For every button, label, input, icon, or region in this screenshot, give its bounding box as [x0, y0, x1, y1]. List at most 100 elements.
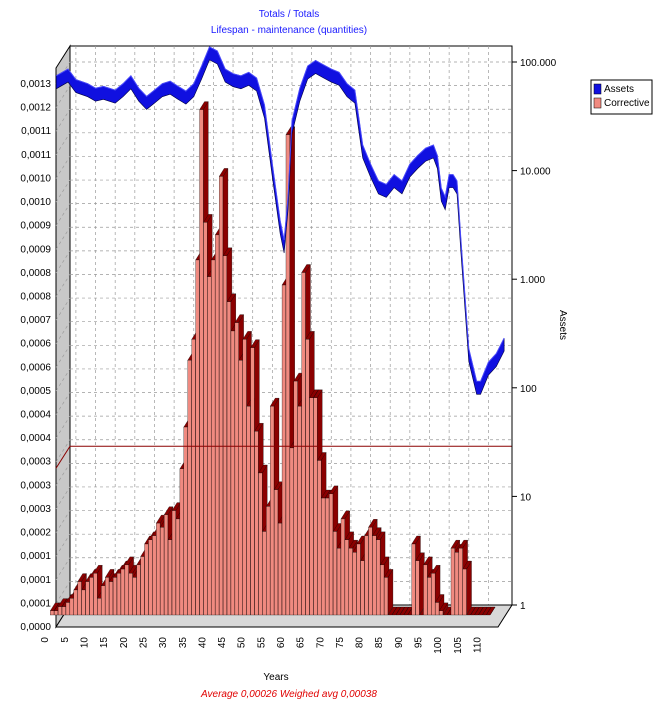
left-wall [55, 44, 71, 629]
corrective-bar-front [301, 272, 306, 616]
corrective-bar-front [101, 585, 106, 616]
corrective-bar-front [427, 577, 432, 616]
corrective-bar-front [431, 573, 436, 616]
x-tick-label: 55 [256, 637, 267, 649]
y-left-ticks: 0,0000 0,0001 0,0001 0,0001 0,0002 0,0003 0,00… [20, 79, 51, 633]
y-left-tick-label: 0,0007 [20, 315, 51, 326]
corrective-bar-front [175, 518, 180, 616]
x-tick-label: 100 [433, 637, 444, 654]
corrective-bar-front [116, 573, 121, 616]
corrective-bar-front [321, 497, 326, 616]
corrective-bar-front [112, 577, 117, 616]
corrective-bar-front [423, 564, 428, 616]
x-tick-label: 95 [413, 637, 424, 649]
x-tick-label: 40 [197, 637, 208, 649]
corrective-bars [49, 101, 496, 616]
corrective-bar-front [81, 589, 86, 616]
corrective-bar-front [57, 606, 62, 616]
corrective-bar-front [258, 472, 263, 616]
corrective-bar-front [254, 431, 259, 616]
corrective-bar-front [297, 406, 302, 616]
x-tick-label: 50 [237, 637, 248, 649]
average-reference-line [55, 445, 512, 469]
corrective-bar-front [89, 577, 94, 616]
x-tick-label: 0 [40, 637, 51, 643]
corrective-bar-front [285, 134, 290, 616]
corrective-bar [415, 552, 425, 616]
y-left-tick-label: 0,0001 [20, 575, 51, 586]
x-tick-label: 70 [315, 637, 326, 649]
corrective-bar-front [120, 568, 125, 616]
corrective-bar-front [415, 560, 420, 616]
grid-line-diag [55, 250, 71, 274]
y-left-tick-label: 0,0003 [20, 504, 51, 515]
x-tick-label: 65 [296, 637, 307, 649]
grid-line-diag [55, 581, 71, 604]
corrective-bar-front [222, 255, 228, 616]
corrective-bar [383, 568, 394, 616]
x-tick-label: 5 [60, 637, 71, 643]
grid-line-diag [55, 179, 71, 203]
grid-line-diag [55, 392, 71, 415]
corrective-bar-top [474, 606, 484, 616]
corrective-bar-front [97, 598, 102, 616]
x-tick-label: 110 [472, 637, 483, 653]
grid-line-diag [55, 109, 71, 132]
corrective-bar-front [384, 577, 389, 616]
corrective-bar-front [69, 598, 74, 616]
corrective-bar-front [144, 543, 149, 616]
corrective-bar [474, 606, 484, 616]
grid-line-diag [55, 132, 71, 156]
corrective-bar-top [391, 606, 402, 616]
x-tick-label: 90 [394, 637, 405, 649]
y-right-tick-label: 100.000 [520, 58, 557, 69]
corrective-bar-front [344, 539, 349, 616]
y-left-tick-label: 0,0010 [20, 173, 51, 184]
corrective-bar-front [332, 531, 338, 616]
corrective-bar [399, 606, 409, 616]
corrective-bar-front [376, 539, 381, 616]
corrective-bar-front [156, 522, 161, 616]
corrective-bar-top [387, 606, 398, 616]
corrective-bar-front [364, 535, 369, 616]
grid-line-diag [55, 439, 71, 462]
corrective-bar-front [435, 602, 440, 616]
grid-line-diag [55, 227, 71, 250]
corrective-bar-front [352, 552, 357, 616]
y-left-tick-label: 0,0001 [20, 598, 51, 609]
corrective-bar-front [246, 406, 251, 616]
corrective-bar-front [77, 581, 82, 616]
y-right-ticks: 1 10 100 1.000 10.000 100.000 [511, 46, 557, 612]
corrective-bar-front [262, 531, 267, 616]
corrective-bar-front [411, 543, 416, 616]
y-left-tick-label: 0,0004 [20, 433, 51, 444]
reference-line-group [55, 445, 512, 469]
assets-ribbon-highlight [56, 46, 505, 382]
corrective-bar-front [148, 539, 153, 616]
y-left-tick-label: 0,0003 [20, 457, 51, 468]
grid-line-diag [55, 297, 71, 321]
x-ticks: 0 5 10 15 20 25 30 35 40 45 50 55 60 65 70 75 80 85 90 95 10… [40, 637, 483, 654]
y-left-tick-label: 0,0006 [20, 339, 51, 350]
corrective-bar-front [132, 577, 137, 616]
y-left-tick-label: 0,0001 [20, 551, 51, 562]
assets-ribbon-group [55, 46, 505, 395]
corrective-bar-front [313, 397, 318, 616]
corrective-bar-front [336, 548, 341, 616]
corrective-bar [438, 602, 449, 616]
corrective-bar-front [179, 468, 184, 616]
corrective-bar-side [466, 560, 472, 616]
y-left-tick-label: 0,0009 [20, 221, 51, 232]
corrective-bar-front [242, 339, 247, 616]
corrective-bar-front [340, 518, 345, 616]
corrective-bar-front [289, 447, 294, 616]
y-left-tick-label: 0,0005 [20, 386, 51, 397]
chart-subtitle: Lifespan - maintenance (quantities) [211, 25, 367, 36]
corrective-bar-front [199, 109, 204, 616]
grid-line-diag [55, 415, 71, 439]
corrective-bar-front [230, 330, 235, 616]
y-left-tick-label: 0,0002 [20, 528, 51, 539]
corrective-bar-front [293, 380, 298, 616]
corrective-bar-front [183, 426, 188, 616]
x-tick-label: 15 [99, 637, 110, 649]
